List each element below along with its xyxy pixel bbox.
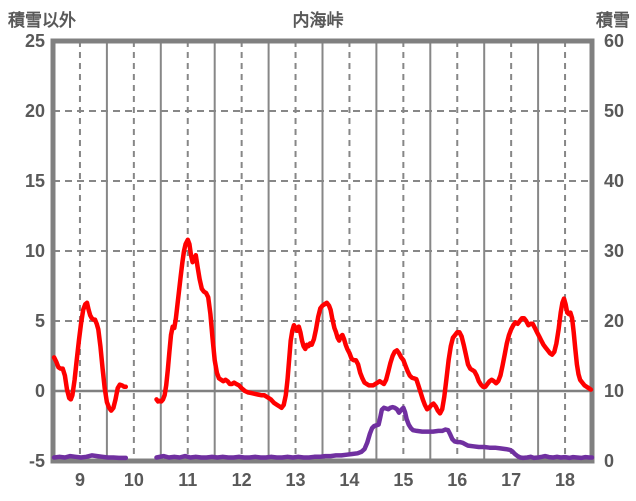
gridlines — [53, 41, 592, 461]
right-axis-tick-label: 20 — [604, 311, 624, 331]
series-segment — [154, 237, 594, 416]
left-axis-tick-labels: 25 20 15 10 5 0 -5 — [25, 31, 45, 471]
series-segment — [51, 300, 129, 413]
left-axis-tick-label: 20 — [25, 101, 45, 121]
left-axis-tick-label: 10 — [25, 241, 45, 261]
x-axis-tick-label: 14 — [339, 470, 359, 490]
left-axis-tick-label: 15 — [25, 171, 45, 191]
snow-depth-series-line — [51, 404, 595, 461]
x-axis-tick-label: 12 — [232, 470, 252, 490]
left-axis-tick-label: 5 — [35, 311, 45, 331]
x-axis-tick-label: 11 — [178, 470, 197, 490]
right-axis-tick-label: 0 — [604, 451, 614, 471]
right-axis-tick-labels: 60 50 40 30 20 10 0 — [604, 31, 624, 471]
right-axis-title: 積雪 — [596, 11, 630, 30]
left-axis-title: 積雪以外 — [8, 11, 76, 30]
x-axis-tick-label: 10 — [124, 470, 144, 490]
x-axis-tick-label: 17 — [501, 470, 521, 490]
x-axis-tick-labels: 9 10 11 12 13 14 15 16 17 18 — [75, 470, 575, 490]
right-axis-tick-label: 40 — [604, 171, 624, 191]
right-axis-tick-label: 60 — [604, 31, 624, 51]
series-segment — [154, 404, 595, 461]
x-axis-tick-label: 16 — [447, 470, 467, 490]
left-axis-tick-label: 0 — [35, 381, 45, 401]
left-axis-tick-label: 25 — [25, 31, 45, 51]
plot-border — [50, 38, 595, 464]
chart-title: 内海峠 — [292, 11, 344, 30]
x-axis-tick-label: 18 — [555, 470, 575, 490]
series-segment — [51, 453, 129, 461]
left-axis-tick-label: -5 — [29, 451, 45, 471]
non-snow-series-line — [51, 237, 594, 416]
right-axis-tick-label: 50 — [604, 101, 624, 121]
x-axis-tick-label: 15 — [393, 470, 413, 490]
x-axis-tick-label: 13 — [286, 470, 306, 490]
right-axis-tick-label: 10 — [604, 381, 624, 401]
right-axis-tick-label: 30 — [604, 241, 624, 261]
x-axis-tick-label: 9 — [75, 470, 85, 490]
